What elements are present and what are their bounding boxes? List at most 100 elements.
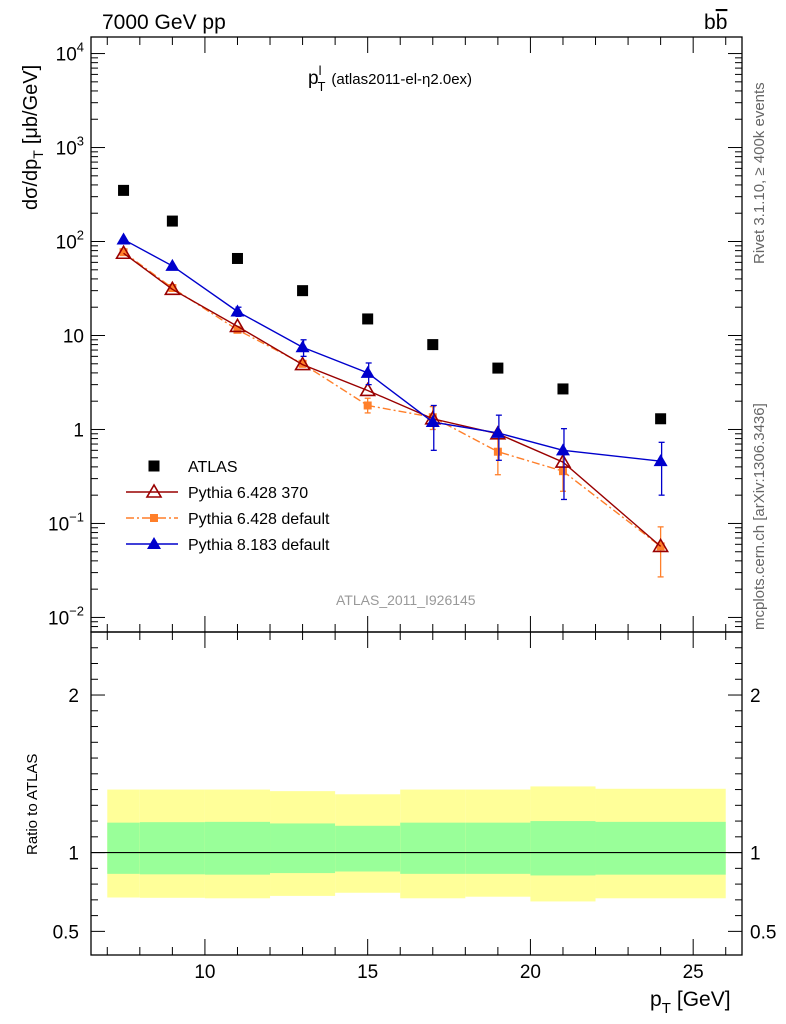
rivet-version-label: Rivet 3.1.10, ≥ 400k events [751, 82, 768, 264]
data-point [168, 284, 177, 293]
data-point [360, 365, 375, 378]
ratio-band-green [400, 822, 466, 874]
plot-title-main: p [308, 68, 319, 89]
ratio-y-tick-label-right: 0.5 [750, 922, 776, 943]
ratio-band-green [139, 822, 205, 875]
ratio-y-tick-label: 2 [68, 686, 79, 707]
plot-title-sub: T [317, 79, 325, 94]
legend-marker [145, 483, 163, 498]
data-point [295, 340, 310, 353]
process-label-bar: b [716, 11, 728, 34]
main-y-tick-label: 103 [56, 134, 84, 160]
main-y-tick-label-exp: 2 [77, 228, 84, 243]
ratio-band-green [465, 822, 531, 874]
analysis-watermark: ATLAS_2011_I926145 [336, 592, 476, 608]
ratio-plot-axes: 10 15 20 25 0.5 0.5 1 1 2 2 [53, 632, 776, 983]
legend: ATLAS Pythia 6.428 370 Pythia 6.428 defaul… [126, 459, 330, 554]
legend-marker [147, 537, 161, 549]
data-point [115, 244, 132, 260]
legend-label: ATLAS [188, 459, 238, 476]
data-point [229, 317, 246, 333]
main-y-tick-label: 104 [56, 40, 84, 66]
series-atlas [118, 184, 667, 425]
legend-entry-pythia-6-428-default: Pythia 6.428 default [126, 511, 330, 528]
data-point [362, 313, 374, 325]
main-y-tick-label-base: 10 [56, 233, 77, 254]
ratio-y-tick-label-right: 2 [750, 686, 761, 707]
data-point [557, 383, 569, 395]
main-y-tick-label-exp: 4 [77, 40, 84, 55]
legend-label: Pythia 8.183 default [188, 537, 330, 554]
series-line-pythia-6-428-default [123, 251, 662, 547]
data-point [233, 325, 242, 334]
ratio-band-green [530, 821, 596, 876]
x-tick-label: 10 [194, 962, 215, 983]
main-y-tick-label-base: 10 [56, 139, 77, 160]
data-point [118, 184, 130, 196]
series-pythia-8-183-default [116, 232, 668, 501]
main-y-tick-label-exp: −1 [69, 509, 84, 524]
series-pythia-6-428-370 [115, 244, 670, 553]
main-y-tick-label-exp: 3 [77, 134, 84, 149]
data-point [653, 454, 668, 467]
data-point [490, 425, 505, 438]
data-point [492, 362, 504, 374]
data-point [230, 304, 245, 317]
ratio-y-tick-label: 1 [68, 844, 79, 865]
data-point [165, 258, 180, 271]
data-point [555, 443, 570, 456]
plot-title: pl T (atlas2011-el-η2.0ex) [308, 63, 472, 94]
plot-title-tail: (atlas2011-el-η2.0ex) [331, 71, 472, 88]
data-point [119, 248, 128, 257]
data-point [294, 356, 311, 371]
source-label: mcplots.cern.ch [arXiv:1306.3436] [751, 403, 768, 630]
data-point [427, 339, 439, 351]
legend-entry-pythia-8-183-default: Pythia 8.183 default [126, 537, 330, 554]
legend-label: Pythia 6.428 370 [188, 485, 308, 502]
main-y-tick-label: 1 [73, 420, 84, 441]
data-point [493, 447, 502, 456]
main-y-tick-label-base: 10 [48, 514, 69, 535]
data-point [116, 232, 131, 245]
main-y-tick-label-base: 10 [56, 45, 77, 66]
ratio-bands [91, 786, 742, 902]
ratio-plot-frame [90, 631, 743, 956]
ratio-band-green [335, 825, 401, 872]
x-axis-label: pT [GeV] [650, 988, 731, 1017]
main-y-tick-label: 102 [56, 228, 84, 254]
process-label: bb [704, 11, 727, 34]
series-line-pythia-8-183-default [123, 238, 661, 462]
plot-title-sup: l [319, 63, 322, 78]
ratio-band-green [204, 821, 271, 875]
data-point [425, 415, 440, 428]
data-point [298, 359, 307, 368]
main-y-tick-label: 10 [63, 326, 84, 347]
data-point [652, 537, 670, 553]
main-plot-marks [115, 184, 670, 578]
x-tick-label: 15 [357, 962, 378, 983]
series-line-pythia-6-428-370 [123, 252, 662, 547]
data-point [558, 467, 567, 476]
main-y-tick-label-base: 1 [73, 420, 84, 441]
main-y-tick-label-base: 10 [48, 608, 69, 629]
data-point [166, 215, 178, 227]
legend-marker [150, 514, 158, 522]
data-point [359, 381, 377, 397]
ratio-plot-panel: 10 15 20 25 0.5 0.5 1 1 2 2 Ratio to ATLAS pT [GeV… [24, 631, 776, 1017]
collision-label: 7000 GeV pp [102, 11, 226, 34]
legend-marker [148, 460, 160, 472]
x-tick-label: 25 [683, 962, 704, 983]
legend-entry-atlas: ATLAS [148, 459, 238, 476]
ratio-y-tick-label-right: 1 [750, 844, 761, 865]
ratio-y-axis-label: Ratio to ATLAS [24, 754, 41, 855]
x-tick-label: 20 [520, 962, 541, 983]
main-y-tick-label-exp: −2 [69, 603, 84, 618]
data-point [363, 401, 372, 410]
main-y-axis-label: dσ/dpT[μb/GeV] [20, 65, 46, 210]
data-point [163, 280, 181, 296]
data-point [231, 252, 243, 264]
ratio-y-tick-label: 0.5 [53, 922, 79, 943]
legend-label: Pythia 6.428 default [188, 511, 330, 528]
